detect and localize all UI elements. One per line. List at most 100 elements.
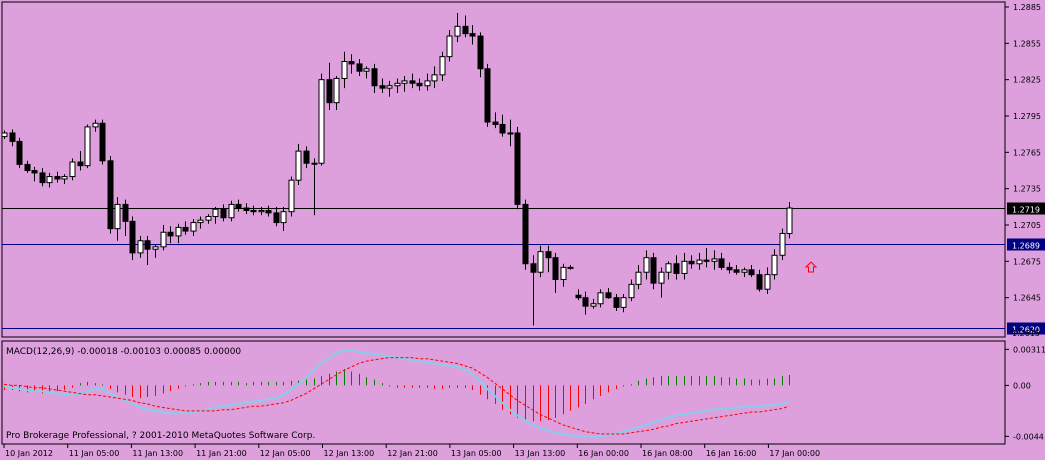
candle[interactable] [650, 252, 657, 290]
candle[interactable] [605, 287, 612, 299]
candle[interactable] [560, 263, 567, 287]
candle[interactable] [197, 216, 204, 229]
candle[interactable] [24, 160, 31, 173]
candle[interactable] [356, 59, 363, 77]
candle[interactable] [363, 66, 370, 79]
candle[interactable] [409, 73, 416, 89]
candle[interactable] [379, 78, 386, 93]
candle[interactable] [741, 267, 748, 278]
candle[interactable] [582, 291, 589, 315]
candle[interactable] [537, 245, 544, 278]
candle[interactable] [673, 255, 680, 280]
candle[interactable] [567, 264, 574, 270]
up-arrow-icon[interactable] [804, 261, 818, 273]
candle[interactable] [144, 235, 151, 265]
candle[interactable] [748, 264, 755, 278]
candle[interactable] [771, 249, 778, 280]
candle[interactable] [16, 137, 23, 169]
candle[interactable] [635, 264, 642, 290]
candle[interactable] [590, 298, 597, 309]
candle[interactable] [9, 129, 16, 147]
candle[interactable] [311, 158, 318, 216]
candle[interactable] [61, 174, 68, 184]
candle[interactable] [424, 73, 431, 91]
candle[interactable] [764, 267, 771, 295]
candle[interactable] [394, 78, 401, 93]
candle[interactable] [235, 199, 242, 212]
candle[interactable] [484, 63, 491, 127]
candle[interactable] [507, 119, 514, 147]
candle[interactable] [522, 199, 529, 270]
candle[interactable] [665, 261, 672, 280]
candle[interactable] [295, 143, 302, 186]
candle[interactable] [779, 228, 786, 261]
candle[interactable] [280, 206, 287, 232]
candle[interactable] [786, 201, 793, 239]
candle[interactable] [514, 126, 521, 210]
candle[interactable] [643, 250, 650, 280]
candle[interactable] [613, 294, 620, 311]
candle[interactable] [288, 176, 295, 217]
candle[interactable] [84, 124, 91, 169]
candle[interactable] [265, 205, 272, 217]
candle[interactable] [220, 204, 227, 222]
candle[interactable] [711, 250, 718, 270]
candle[interactable] [122, 199, 129, 236]
candle[interactable] [326, 62, 333, 110]
candle[interactable] [431, 66, 438, 89]
candle[interactable] [552, 252, 559, 293]
candle[interactable] [386, 80, 393, 97]
candle[interactable] [341, 51, 348, 89]
candle[interactable] [446, 30, 453, 62]
candle[interactable] [696, 252, 703, 270]
candle[interactable] [597, 289, 604, 308]
candle[interactable] [620, 294, 627, 313]
candle[interactable] [545, 245, 552, 273]
candle[interactable] [77, 151, 84, 171]
candle[interactable] [688, 255, 695, 269]
candle[interactable] [160, 225, 167, 251]
candle[interactable] [39, 168, 46, 187]
candle[interactable] [530, 255, 537, 326]
candle[interactable] [439, 51, 446, 81]
candle[interactable] [182, 221, 189, 235]
candle[interactable] [416, 78, 423, 91]
candle[interactable] [499, 114, 506, 137]
candle[interactable] [575, 289, 582, 301]
candle[interactable] [756, 269, 763, 292]
candle[interactable] [469, 25, 476, 45]
candle[interactable] [401, 76, 408, 92]
candle[interactable] [454, 13, 461, 43]
candle[interactable] [273, 206, 280, 227]
candle[interactable] [303, 146, 310, 169]
candle[interactable] [92, 119, 99, 132]
candle[interactable] [99, 119, 106, 165]
candle[interactable] [46, 172, 53, 188]
candle[interactable] [31, 166, 38, 182]
candle[interactable] [477, 32, 484, 78]
candle[interactable] [243, 203, 250, 215]
candle[interactable] [681, 252, 688, 280]
candle[interactable] [1, 130, 8, 140]
candle[interactable] [462, 15, 469, 38]
candle[interactable] [718, 252, 725, 270]
candle[interactable] [703, 248, 710, 268]
candle[interactable] [175, 223, 182, 244]
candle[interactable] [348, 54, 355, 74]
candle[interactable] [733, 264, 740, 275]
candle[interactable] [228, 200, 235, 222]
candle[interactable] [54, 171, 61, 183]
candle[interactable] [129, 216, 136, 261]
candle[interactable] [107, 155, 114, 234]
candle[interactable] [114, 197, 121, 241]
candle[interactable] [318, 73, 325, 166]
candle[interactable] [205, 214, 212, 224]
candle[interactable] [167, 226, 174, 244]
candle[interactable] [492, 112, 499, 129]
candle[interactable] [333, 76, 340, 110]
candle[interactable] [137, 235, 144, 258]
candle[interactable] [212, 206, 219, 224]
candle[interactable] [69, 158, 76, 181]
candle[interactable] [152, 244, 159, 258]
